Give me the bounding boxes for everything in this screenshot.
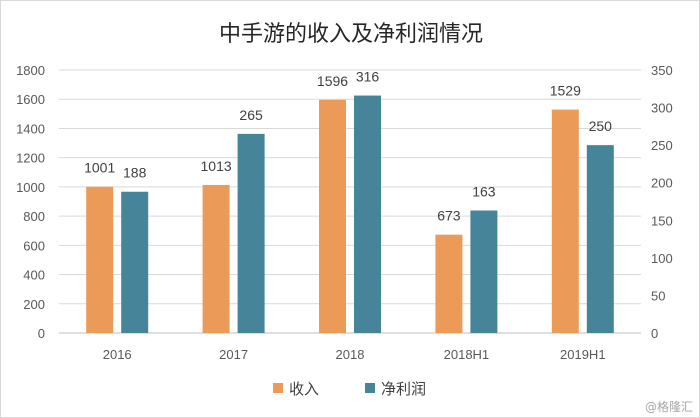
data-label: 163 [472, 184, 496, 200]
bar-net-profit [237, 133, 265, 333]
bar-revenue [86, 186, 114, 333]
right-axis-tick: 100 [651, 251, 673, 266]
data-label: 673 [437, 208, 461, 224]
bar-net-profit [586, 145, 614, 333]
data-label: 316 [356, 69, 380, 85]
right-axis-tick: 300 [651, 101, 673, 116]
legend-label: 收入 [289, 380, 319, 398]
data-label: 1529 [550, 83, 581, 99]
right-axis-tick: 250 [651, 138, 673, 153]
left-axis-tick: 200 [23, 297, 45, 312]
gridlines [59, 69, 641, 334]
left-axis-tick: 1600 [16, 92, 45, 107]
chart-title: 中手游的收入及净利润情况 [219, 22, 483, 47]
bar-revenue [319, 99, 346, 333]
legend-label: 净利润 [381, 380, 426, 398]
x-axis-tick: 2019H1 [560, 347, 606, 362]
bar-revenue [435, 234, 463, 333]
right-axis-tick: 0 [651, 326, 658, 341]
x-axis-tick: 2016 [103, 347, 132, 362]
data-label: 250 [589, 118, 613, 134]
bar-revenue [551, 109, 579, 334]
bar-net-profit [354, 95, 381, 333]
left-axis-tick: 600 [23, 238, 45, 253]
left-axis-tick: 1400 [16, 121, 45, 136]
bar-revenue [202, 184, 230, 333]
axes: 0200400600800100012001400160018000501001… [16, 63, 673, 362]
x-axis-tick: 2018H1 [444, 347, 490, 362]
right-axis-tick: 350 [651, 63, 673, 78]
data-label: 265 [239, 107, 263, 123]
x-axis-tick: 2018 [336, 347, 365, 362]
left-axis-tick: 0 [38, 326, 45, 341]
legend-swatch [273, 383, 283, 393]
bar-net-profit [470, 210, 498, 333]
right-axis-tick: 150 [651, 213, 673, 228]
legend-swatch [365, 383, 375, 393]
left-axis-tick: 400 [23, 268, 45, 283]
right-axis-tick: 200 [651, 176, 673, 191]
data-label: 1001 [84, 160, 115, 176]
data-label: 1596 [317, 73, 348, 89]
watermark: @格隆汇 [645, 399, 693, 414]
left-axis-tick: 1000 [16, 180, 45, 195]
bars: 1001 188 1013 265 1596 316 673 163 1529 250 [84, 69, 614, 334]
legend: 收入 净利润 [273, 380, 426, 398]
left-axis-tick: 800 [23, 209, 45, 224]
right-axis-tick: 50 [651, 288, 665, 303]
left-axis-tick: 1200 [16, 151, 45, 166]
data-label: 188 [123, 165, 147, 181]
bar-net-profit [121, 191, 149, 333]
x-axis-tick: 2017 [219, 347, 248, 362]
data-label: 1013 [201, 158, 232, 174]
left-axis-tick: 1800 [16, 63, 45, 78]
